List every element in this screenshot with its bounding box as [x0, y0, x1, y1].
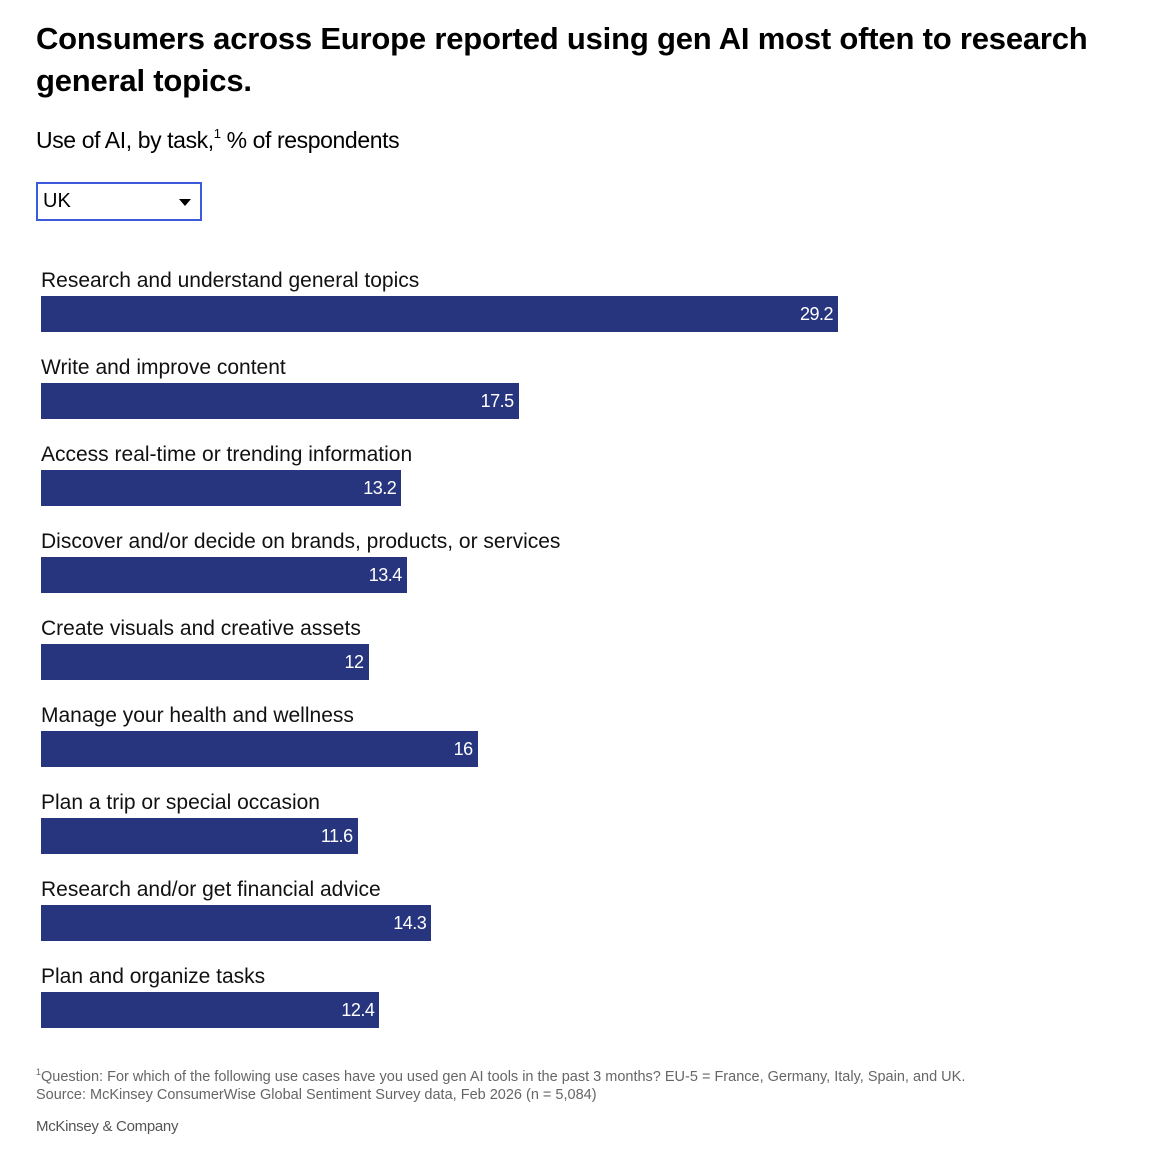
footnote-source: Source: McKinsey ConsumerWise Global Sen… [36, 1086, 597, 1103]
bar: 16 [41, 731, 478, 767]
brand-logo-text: McKinsey & Company [36, 1118, 179, 1135]
bar-value-label: 12 [344, 652, 365, 672]
bar-value-label: 12.4 [341, 1000, 375, 1020]
caret-down-icon [179, 199, 191, 206]
bar-row: Research and understand general topics 29… [41, 268, 838, 332]
dropdown-selected-value: UK [43, 190, 71, 212]
bar: 13.2 [41, 470, 402, 506]
bar-value-label: 17.5 [480, 391, 515, 411]
bar: 14.3 [41, 905, 432, 941]
chart-subtitle: Use of AI, by task,1 % of respondents [36, 126, 400, 154]
category-label: Plan a trip or special occasion [41, 791, 320, 814]
bar: 12 [41, 644, 369, 680]
bar: 11.6 [41, 818, 358, 854]
bar: 13.4 [41, 557, 407, 593]
footnote-marker: 1 [213, 126, 221, 141]
bar: 12.4 [41, 992, 380, 1028]
category-label: Write and improve content [41, 356, 286, 379]
country-dropdown[interactable]: UK [36, 182, 202, 221]
bar-row: Discover and/or decide on brands, produc… [41, 529, 561, 593]
bar-row: Manage your health and wellness 16 [41, 703, 478, 767]
subtitle-unit: % of respondents [220, 127, 400, 153]
chart-title: Consumers across Europe reported using g… [36, 21, 1088, 98]
bar-row: Research and/or get financial advice 14.3 [41, 877, 432, 941]
category-label: Discover and/or decide on brands, produc… [41, 530, 561, 553]
bar: 29.2 [41, 296, 838, 332]
footnote-question-text: Question: For which of the following use… [41, 1068, 966, 1085]
bar-row: Plan and organize tasks 12.4 [41, 964, 380, 1028]
bar-row: Plan a trip or special occasion 11.6 [41, 790, 358, 854]
footnote-sup: 1 [36, 1067, 42, 1077]
category-label: Research and understand general topics [41, 269, 420, 292]
bar-value-label: 29.2 [799, 304, 834, 324]
bar: 17.5 [41, 383, 519, 419]
footnote: 1Question: For which of the following us… [36, 1063, 965, 1104]
bar-value-label: 13.4 [368, 565, 403, 585]
bar-value-label: 14.3 [393, 913, 427, 933]
bar-row: Create visuals and creative assets 12 [41, 616, 369, 680]
bar-row: Write and improve content 17.5 [41, 355, 519, 419]
bar-value-label: 16 [453, 739, 474, 759]
category-label: Create visuals and creative assets [41, 617, 361, 640]
bar-value-label: 13.2 [363, 478, 397, 498]
category-label: Plan and organize tasks [41, 965, 266, 988]
footnote-question: 1Question: For which of the following us… [36, 1063, 965, 1086]
category-label: Manage your health and wellness [41, 704, 354, 727]
bar-value-label: 11.6 [320, 826, 353, 846]
subtitle-text: Use of AI, by task, [36, 127, 214, 153]
category-label: Access real-time or trending information [41, 443, 413, 466]
category-label: Research and/or get financial advice [41, 878, 381, 901]
bar-row: Access real-time or trending information… [41, 442, 413, 506]
